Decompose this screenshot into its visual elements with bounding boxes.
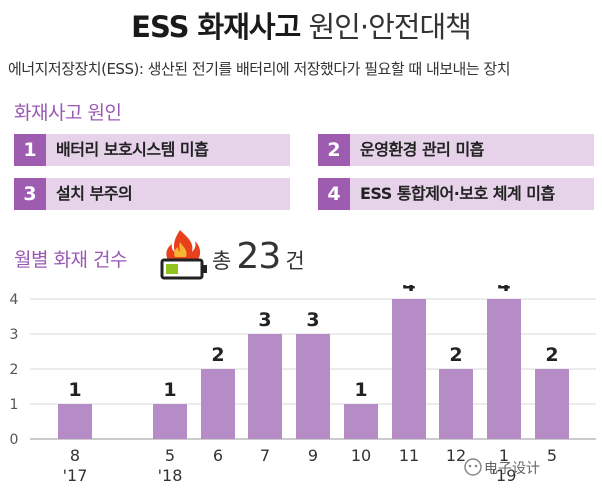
bar-value-label: 2 bbox=[545, 344, 558, 366]
x-tick-label: 7 bbox=[260, 446, 270, 465]
watermark-text: 电子设计 bbox=[484, 461, 540, 477]
x-tick-label: 1 bbox=[499, 446, 509, 465]
y-tick-label: 3 bbox=[10, 327, 19, 343]
total-label: 총 bbox=[212, 249, 232, 273]
monthly-section-title: 월별 화재 건수 bbox=[14, 249, 127, 271]
bar-value-label: 1 bbox=[68, 379, 81, 401]
definition-text: 에너지저장장치(ESS): 생산된 전기를 배터리에 저장했다가 필요할 때 내… bbox=[8, 60, 511, 78]
bar-value-label: 4 bbox=[497, 285, 510, 296]
x-tick-year-label: '17 bbox=[63, 466, 88, 485]
cause-label: 운영환경 관리 미흡 bbox=[360, 140, 484, 159]
title-sub: 원인·안전대책 bbox=[308, 10, 472, 44]
x-tick-label: 8 bbox=[70, 446, 80, 465]
bar bbox=[153, 404, 187, 439]
total-unit: 건 bbox=[285, 249, 305, 273]
cause-label: 배터리 보호시스템 미흡 bbox=[56, 140, 209, 159]
x-tick-label: 11 bbox=[399, 446, 419, 465]
cause-number: 2 bbox=[318, 134, 350, 166]
cause-number: 4 bbox=[318, 178, 350, 210]
battery-fire-icon bbox=[160, 230, 207, 280]
y-tick-label: 2 bbox=[10, 362, 19, 378]
cause-number: 1 bbox=[14, 134, 46, 166]
causes-section-title: 화재사고 원인 bbox=[14, 102, 122, 124]
total-value: 23 bbox=[236, 236, 281, 277]
y-tick-label: 1 bbox=[10, 397, 19, 413]
bar bbox=[487, 299, 521, 439]
bar bbox=[296, 334, 330, 439]
bar bbox=[535, 369, 569, 439]
cause-item-3: 3 설치 부주의 bbox=[14, 178, 290, 210]
wechat-icon bbox=[464, 458, 482, 476]
page-title: ESS 화재사고 원인·안전대책 bbox=[0, 4, 602, 46]
x-tick-year-label: '19 bbox=[492, 466, 517, 485]
x-tick-label: 5 bbox=[165, 446, 175, 465]
bar bbox=[344, 404, 378, 439]
cause-label: ESS 통합제어·보호 체계 미흡 bbox=[360, 184, 555, 203]
bar bbox=[58, 404, 92, 439]
total-count: 총 23 건 bbox=[212, 236, 305, 277]
bar-value-label: 3 bbox=[258, 309, 271, 331]
bar bbox=[392, 299, 426, 439]
x-tick-label: 6 bbox=[213, 446, 223, 465]
title-main: ESS 화재사고 bbox=[131, 10, 301, 44]
x-tick-label: 9 bbox=[308, 446, 318, 465]
cause-item-2: 2 운영환경 관리 미흡 bbox=[318, 134, 594, 166]
bar-value-label: 4 bbox=[402, 285, 415, 296]
bar-value-label: 1 bbox=[163, 379, 176, 401]
x-tick-label: 10 bbox=[351, 446, 371, 465]
bar-value-label: 1 bbox=[354, 379, 367, 401]
bar bbox=[248, 334, 282, 439]
cause-item-4: 4 ESS 통합제어·보호 체계 미흡 bbox=[318, 178, 594, 210]
x-tick-year-label: '18 bbox=[158, 466, 183, 485]
bar-value-label: 3 bbox=[306, 309, 319, 331]
cause-item-1: 1 배터리 보호시스템 미흡 bbox=[14, 134, 290, 166]
x-tick-label: 5 bbox=[547, 446, 557, 465]
cause-label: 설치 부주의 bbox=[56, 184, 133, 203]
y-tick-label: 0 bbox=[10, 432, 19, 448]
bar bbox=[201, 369, 235, 439]
bar-value-label: 2 bbox=[449, 344, 462, 366]
bar-value-label: 2 bbox=[211, 344, 224, 366]
y-tick-label: 4 bbox=[10, 292, 19, 308]
x-tick-label: 12 bbox=[446, 446, 466, 465]
bar bbox=[439, 369, 473, 439]
cause-number: 3 bbox=[14, 178, 46, 210]
